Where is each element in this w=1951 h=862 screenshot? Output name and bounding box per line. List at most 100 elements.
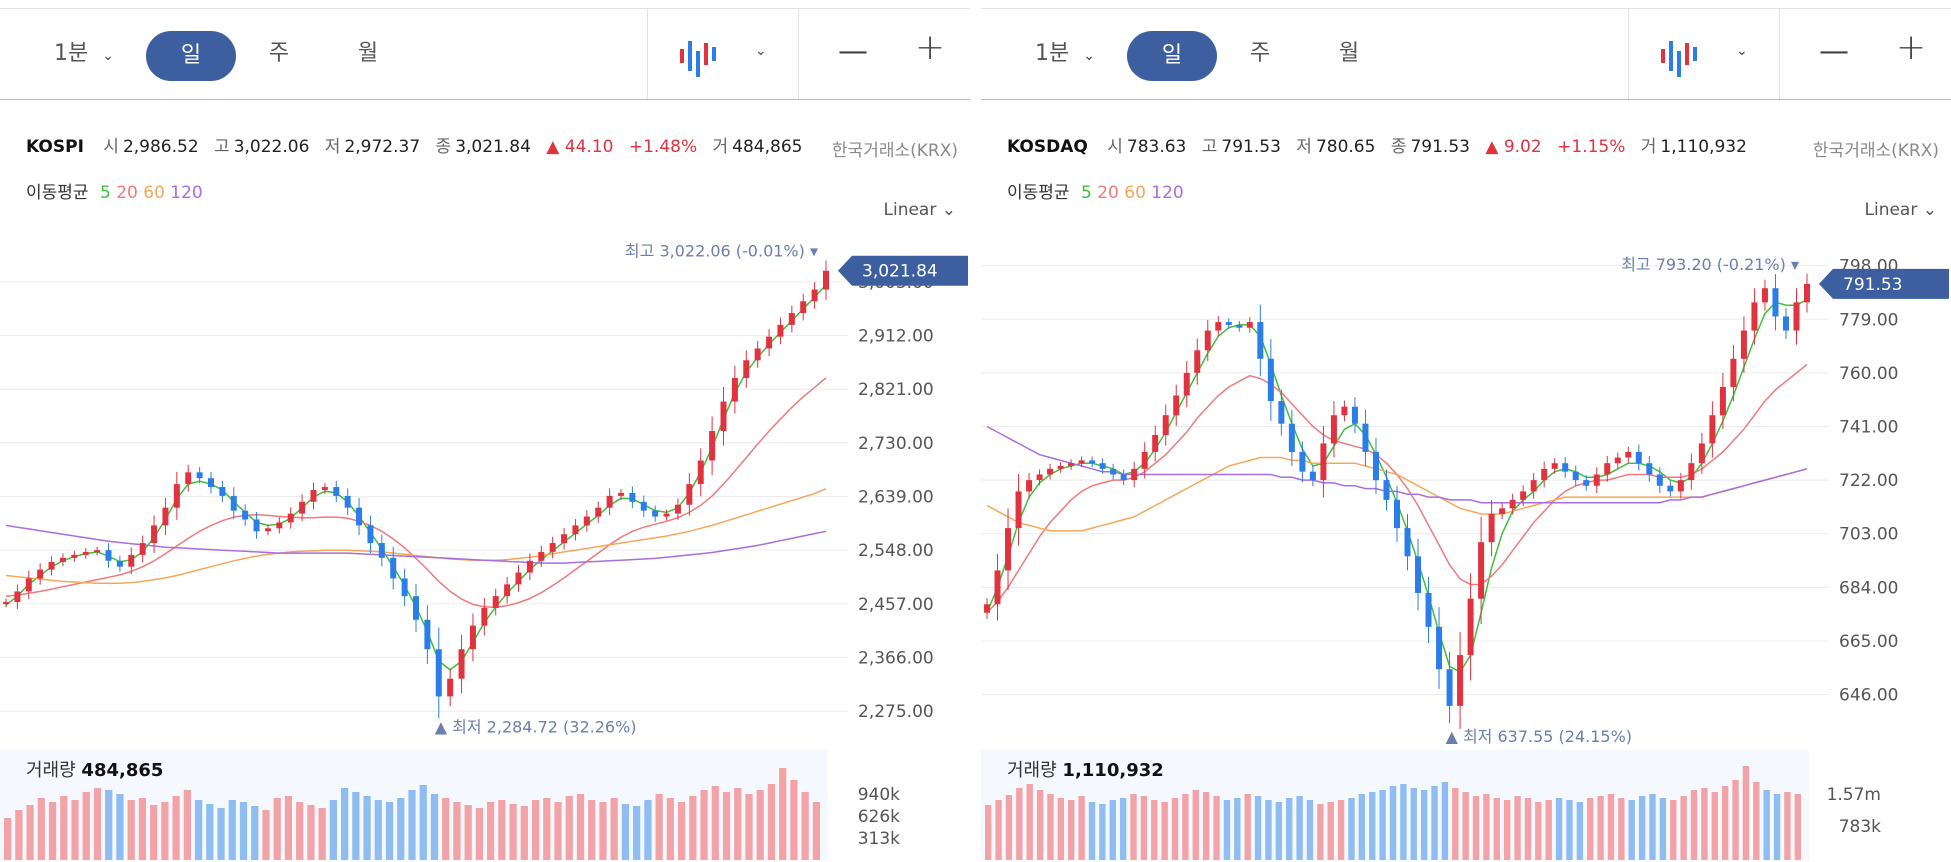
volume-bar [1005,795,1013,860]
candle-body [811,289,818,302]
low-value: 2,972.37 [344,137,421,157]
high-value: 3,022.06 [233,137,310,157]
candle-body [1394,499,1400,529]
candle-body [709,431,716,461]
low-marker: ▲ 최저 637.55 (24.15%) [1446,727,1632,746]
volume-bar [1462,792,1469,860]
volume-bar [1026,784,1033,860]
volume-bar [1078,796,1085,860]
period-month-button[interactable]: 월 [357,41,379,66]
volume-bar [1773,794,1781,860]
candle-body [1204,330,1211,351]
volume-bar [1607,794,1615,860]
zoom-out-button[interactable]: — [1819,34,1849,69]
candle-body [1593,474,1600,486]
kospi-price-chart[interactable]: 3,003.002,912.002,821.002,730.002,639.00… [0,230,970,862]
candle-body [1530,480,1537,492]
period-week-button[interactable]: 주 [1249,41,1271,66]
candle-body [413,596,419,620]
kosdaq-price-chart[interactable]: 798.00779.00760.00741.00722.00703.00684.… [981,230,1951,862]
candle-body [333,487,340,496]
candle-body [219,487,226,496]
candle-body [583,516,590,526]
candle-body [481,607,488,626]
candle-body [1446,669,1453,706]
volume-bar [1545,800,1552,860]
close-value: 3,021.84 [455,137,531,157]
volume-bar [734,788,742,860]
volume-bar [1369,792,1376,860]
period-week-button[interactable]: 주 [268,41,290,66]
candle-body [1625,451,1632,458]
quote-summary: KOSPI 시 2,986.52 고 3,022.06 저 2,972.37 종 3,0… [26,132,812,157]
ma-legend-60: 60 [143,183,165,203]
candle-body [1194,350,1201,373]
candle-body [697,460,704,485]
candle-body [1330,415,1337,444]
volume-bar [1535,802,1542,860]
candle-body [1257,322,1264,359]
candle-body [299,501,306,514]
candle-body [823,270,829,290]
volume-bar [1140,796,1148,860]
volume-bar [1680,796,1687,860]
period-month-button[interactable]: 월 [1338,41,1360,66]
volume-bar [1566,800,1573,860]
interval-dropdown[interactable]: 1분 ⌄ [1035,41,1095,66]
low-label: 저 [324,137,341,157]
candlestick-type-icon[interactable] [1659,37,1701,81]
candle-body [800,301,807,314]
candle-body [1499,508,1506,514]
zoom-in-button[interactable]: + [1896,27,1927,68]
candle-body [25,578,32,592]
ma-60-line [5,488,827,584]
candle-body [1646,463,1653,475]
candle-body [674,504,681,514]
volume-bar [1099,804,1106,860]
volume-bar [1794,794,1801,860]
low-label: 저 [1296,137,1312,157]
candle-body [48,561,55,570]
candle-body [1709,415,1716,444]
volume-bar [15,810,23,860]
period-day-button[interactable]: 일 [146,31,236,81]
volume-bar [621,804,630,860]
zoom-out-button[interactable]: — [838,34,868,69]
chart-type-chevron-icon[interactable]: ⌄ [1736,43,1748,59]
candle-body [435,649,442,697]
interval-dropdown[interactable]: 1분 ⌄ [54,41,114,66]
volume-bar [1441,782,1449,860]
chart-type-chevron-icon[interactable]: ⌄ [755,43,767,59]
volume-bar [419,785,427,860]
volume-bar [442,798,450,860]
scale-dropdown[interactable]: Linear ⌄ [1864,200,1938,220]
scale-dropdown[interactable]: Linear ⌄ [883,200,957,220]
candle-body [1099,463,1106,469]
zoom-in-button[interactable]: + [915,27,946,68]
volume-bar [1130,794,1137,860]
close-label: 종 [1390,137,1407,157]
volume-label: 거 [712,137,729,157]
volume-label: 거 [1640,137,1657,157]
volume-bar [363,796,371,860]
y-tick-label: 665.00 [1839,632,1898,652]
close-label: 종 [435,137,452,157]
period-day-button[interactable]: 일 [1127,31,1217,81]
volume-bar [1493,798,1500,860]
volume-bar [1659,798,1667,860]
candle-body [1057,466,1064,469]
candlestick-type-icon[interactable] [678,37,720,81]
volume-bar [1265,800,1272,860]
candle-body [344,495,351,508]
candle-body [618,492,624,496]
candle-body [686,484,693,505]
chart-toolbar: 1분 ⌄ 일 주 월 ⌄ — + [0,8,970,100]
toolbar-divider [647,9,648,99]
candle-body [1740,330,1747,359]
volume-bar [475,808,484,860]
volume-bar [1431,786,1438,860]
volume-bar [700,790,708,860]
volume-bar [194,800,203,860]
volume-bar [82,792,90,860]
candle-body [242,510,249,520]
